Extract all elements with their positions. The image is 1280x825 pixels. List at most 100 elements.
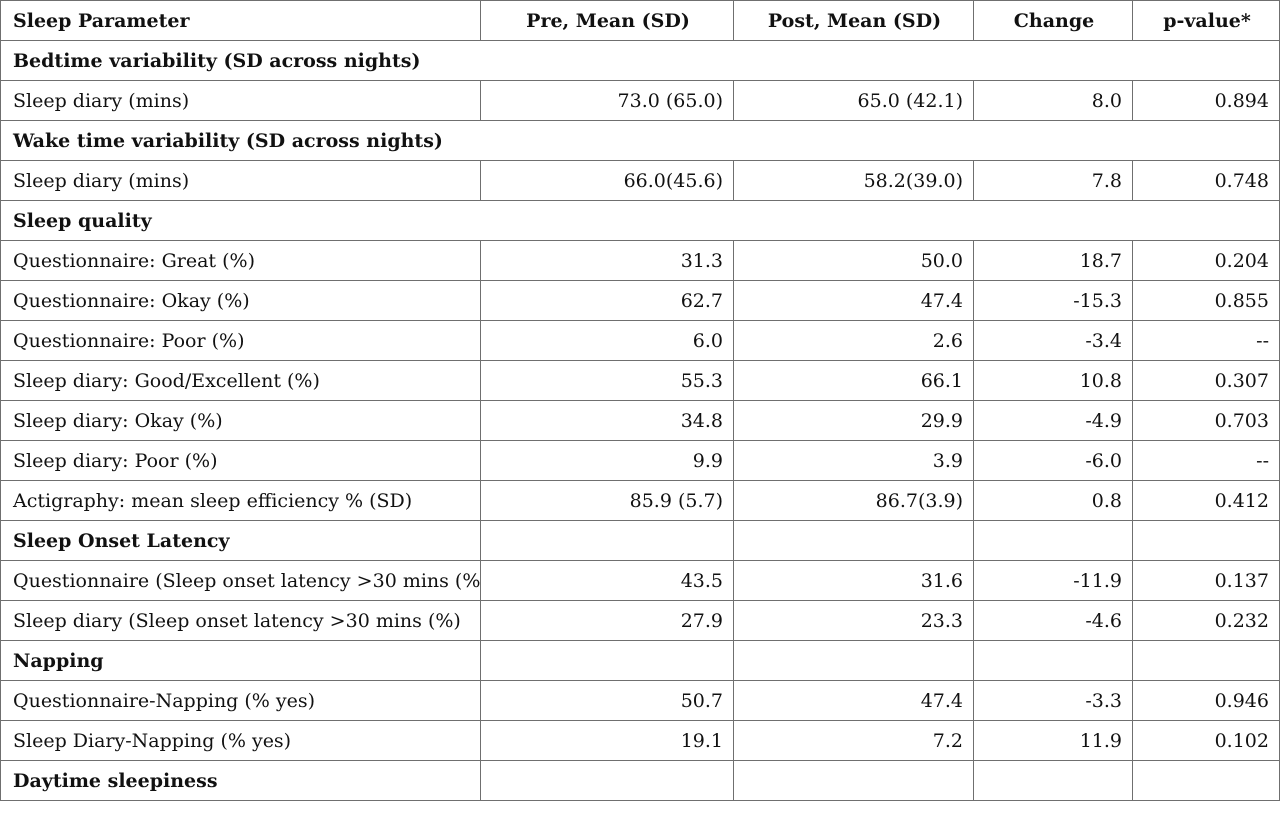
pre-mean-cell: 50.7	[480, 680, 734, 721]
header-row: Sleep Parameter Pre, Mean (SD) Post, Mea…	[0, 0, 1280, 41]
empty-cell	[1132, 520, 1280, 561]
empty-cell	[480, 640, 734, 681]
section-label: Sleep quality	[0, 200, 1280, 241]
table-row: Actigraphy: mean sleep efficiency % (SD)…	[0, 480, 1280, 521]
p-value-cell: 0.204	[1132, 240, 1280, 281]
change-cell: 8.0	[973, 80, 1133, 121]
table-row: Questionnaire: Okay (%) 62.7 47.4 -15.3 0.85…	[0, 280, 1280, 321]
section-label: Wake time variability (SD across nights)	[0, 120, 1280, 161]
table-row: Questionnaire-Napping (% yes) 50.7 47.4 -3.…	[0, 680, 1280, 721]
parameter-cell: Sleep diary (mins)	[0, 80, 481, 121]
header-post-mean: Post, Mean (SD)	[733, 0, 974, 41]
section-row: Napping	[0, 640, 1280, 681]
post-mean-cell: 23.3	[733, 600, 974, 641]
post-mean-cell: 2.6	[733, 320, 974, 361]
table-row: Sleep diary: Okay (%) 34.8 29.9 -4.9 0.703	[0, 400, 1280, 441]
table-row: Questionnaire: Great (%) 31.3 50.0 18.7 0.20…	[0, 240, 1280, 281]
pre-mean-cell: 73.0 (65.0)	[480, 80, 734, 121]
change-cell: 7.8	[973, 160, 1133, 201]
pre-mean-cell: 6.0	[480, 320, 734, 361]
post-mean-cell: 47.4	[733, 280, 974, 321]
change-cell: 18.7	[973, 240, 1133, 281]
empty-cell	[733, 640, 974, 681]
p-value-cell: 0.137	[1132, 560, 1280, 601]
pre-mean-cell: 85.9 (5.7)	[480, 480, 734, 521]
table-body: Bedtime variability (SD across nights) Sl…	[0, 40, 1280, 801]
parameter-cell: Sleep diary: Good/Excellent (%)	[0, 360, 481, 401]
parameter-cell: Questionnaire: Okay (%)	[0, 280, 481, 321]
pre-mean-cell: 19.1	[480, 720, 734, 761]
parameter-cell: Questionnaire: Poor (%)	[0, 320, 481, 361]
pre-mean-cell: 34.8	[480, 400, 734, 441]
change-cell: -3.4	[973, 320, 1133, 361]
post-mean-cell: 31.6	[733, 560, 974, 601]
table-row: Sleep diary: Poor (%) 9.9 3.9 -6.0 --	[0, 440, 1280, 481]
change-cell: -11.9	[973, 560, 1133, 601]
parameter-cell: Sleep diary (mins)	[0, 160, 481, 201]
section-label: Daytime sleepiness	[0, 760, 481, 801]
pre-mean-cell: 66.0(45.6)	[480, 160, 734, 201]
section-label: Napping	[0, 640, 481, 681]
pre-mean-cell: 9.9	[480, 440, 734, 481]
p-value-cell: 0.307	[1132, 360, 1280, 401]
section-label: Bedtime variability (SD across nights)	[0, 40, 1280, 81]
post-mean-cell: 3.9	[733, 440, 974, 481]
change-cell: -6.0	[973, 440, 1133, 481]
header-change: Change	[973, 0, 1133, 41]
post-mean-cell: 86.7(3.9)	[733, 480, 974, 521]
empty-cell	[973, 640, 1133, 681]
section-row: Daytime sleepiness	[0, 760, 1280, 801]
table-header: Sleep Parameter Pre, Mean (SD) Post, Mea…	[0, 0, 1280, 41]
parameter-cell: Actigraphy: mean sleep efficiency % (SD)	[0, 480, 481, 521]
pre-mean-cell: 31.3	[480, 240, 734, 281]
pre-mean-cell: 55.3	[480, 360, 734, 401]
change-cell: -15.3	[973, 280, 1133, 321]
parameter-cell: Sleep Diary-Napping (% yes)	[0, 720, 481, 761]
p-value-cell: 0.412	[1132, 480, 1280, 521]
pre-mean-cell: 27.9	[480, 600, 734, 641]
sleep-parameters-table: Sleep Parameter Pre, Mean (SD) Post, Mea…	[0, 0, 1280, 801]
table-row: Questionnaire: Poor (%) 6.0 2.6 -3.4 --	[0, 320, 1280, 361]
change-cell: 0.8	[973, 480, 1133, 521]
post-mean-cell: 66.1	[733, 360, 974, 401]
parameter-cell: Questionnaire-Napping (% yes)	[0, 680, 481, 721]
section-row: Sleep Onset Latency	[0, 520, 1280, 561]
table-row: Questionnaire (Sleep onset latency >30 m…	[0, 560, 1280, 601]
p-value-cell: 0.102	[1132, 720, 1280, 761]
section-label: Sleep Onset Latency	[0, 520, 481, 561]
empty-cell	[480, 520, 734, 561]
table-row: Sleep diary (mins) 73.0 (65.0) 65.0 (42.1)…	[0, 80, 1280, 121]
change-cell: 10.8	[973, 360, 1133, 401]
table-row: Sleep diary (mins) 66.0(45.6) 58.2(39.0) 7.…	[0, 160, 1280, 201]
empty-cell	[480, 760, 734, 801]
pre-mean-cell: 43.5	[480, 560, 734, 601]
empty-cell	[973, 520, 1133, 561]
change-cell: -4.9	[973, 400, 1133, 441]
p-value-cell: --	[1132, 440, 1280, 481]
post-mean-cell: 58.2(39.0)	[733, 160, 974, 201]
empty-cell	[1132, 640, 1280, 681]
p-value-cell: 0.748	[1132, 160, 1280, 201]
header-p-value: p-value*	[1132, 0, 1280, 41]
post-mean-cell: 50.0	[733, 240, 974, 281]
p-value-cell: 0.703	[1132, 400, 1280, 441]
empty-cell	[1132, 760, 1280, 801]
section-row: Wake time variability (SD across nights)	[0, 120, 1280, 161]
empty-cell	[733, 760, 974, 801]
change-cell: 11.9	[973, 720, 1133, 761]
post-mean-cell: 29.9	[733, 400, 974, 441]
table-row: Sleep diary (Sleep onset latency >30 min…	[0, 600, 1280, 641]
empty-cell	[733, 520, 974, 561]
post-mean-cell: 65.0 (42.1)	[733, 80, 974, 121]
parameter-cell: Sleep diary: Okay (%)	[0, 400, 481, 441]
post-mean-cell: 47.4	[733, 680, 974, 721]
change-cell: -3.3	[973, 680, 1133, 721]
change-cell: -4.6	[973, 600, 1133, 641]
header-pre-mean: Pre, Mean (SD)	[480, 0, 734, 41]
table-row: Sleep diary: Good/Excellent (%) 55.3 66.1 1…	[0, 360, 1280, 401]
p-value-cell: 0.232	[1132, 600, 1280, 641]
table-row: Sleep Diary-Napping (% yes) 19.1 7.2 11.9 0.…	[0, 720, 1280, 761]
post-mean-cell: 7.2	[733, 720, 974, 761]
header-sleep-parameter: Sleep Parameter	[0, 0, 481, 41]
parameter-cell: Questionnaire (Sleep onset latency >30 m…	[0, 560, 481, 601]
